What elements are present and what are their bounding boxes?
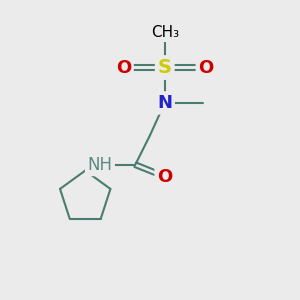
Text: N: N [157, 94, 172, 112]
Text: CH₃: CH₃ [151, 25, 179, 40]
Text: O: O [198, 58, 214, 76]
Text: NH: NH [87, 156, 112, 174]
Text: O: O [157, 167, 172, 185]
Text: S: S [158, 58, 172, 77]
Text: O: O [116, 58, 131, 76]
